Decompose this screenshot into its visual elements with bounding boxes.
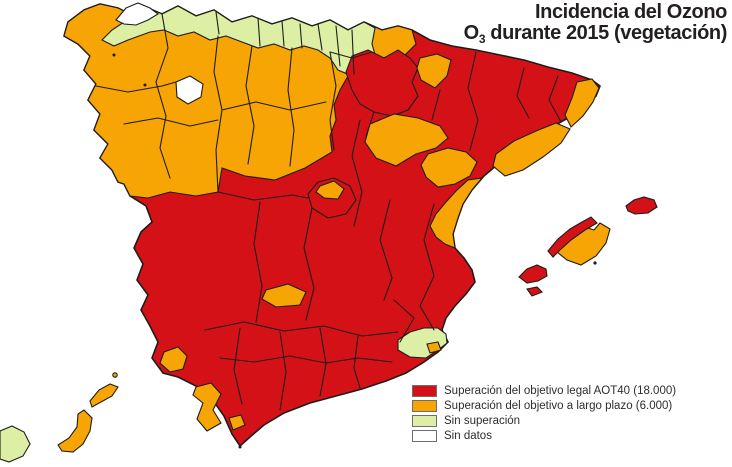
region-galicia-inner-patch [175, 75, 204, 105]
title-o3-subscript: 3 [478, 32, 486, 46]
region-lanzarote-islet [112, 372, 118, 378]
legend-label: Superación del objetivo legal AOT40 (18.… [444, 384, 677, 397]
title-o3-symbol: O [463, 22, 480, 44]
legend-swatch-red [412, 384, 437, 397]
region-girona-coast [564, 78, 600, 128]
region-fuerteventura [57, 409, 93, 453]
region-formentera [526, 286, 543, 297]
legend-item: Superación del objetivo a largo plazo (6… [412, 398, 676, 413]
legend-label: Superación del objetivo a largo plazo (6… [444, 399, 673, 412]
title-line2-rest: durante 2015 (vegetación) [485, 22, 727, 44]
legend: Superación del objetivo legal AOT40 (18.… [412, 383, 676, 443]
region-mallorca-tramuntana [547, 216, 598, 258]
region-menorca [625, 196, 658, 215]
legend-item: Sin superación [412, 413, 676, 428]
region-catalonia-central [492, 122, 571, 177]
map-dot [112, 53, 116, 57]
legend-label: Sin datos [444, 429, 492, 442]
map-dot [238, 445, 242, 449]
legend-label: Sin superación [444, 414, 521, 427]
region-castellon-valencia-coast [429, 177, 484, 249]
region-teruel-area [420, 147, 478, 188]
region-huelva-patch [159, 346, 188, 373]
region-galicia-north-tip [115, 2, 159, 26]
map-dot [143, 83, 147, 87]
map-title: Incidencia del Ozono O3 durante 2015 (ve… [463, 1, 728, 47]
legend-swatch-green [412, 414, 437, 427]
region-ciudad-real-patch [261, 283, 307, 308]
region-huesca-pocket [416, 53, 452, 89]
legend-swatch-white [412, 429, 437, 442]
region-cadiz-patch [192, 382, 222, 432]
region-canary-green-island [0, 425, 31, 463]
province-borders [95, 11, 562, 411]
region-navarra-rioja [345, 49, 419, 117]
region-southeast-orange-spot [426, 341, 442, 354]
region-ibiza [518, 264, 548, 284]
title-line1: Incidencia del Ozono [534, 1, 727, 23]
region-lanzarote [89, 383, 119, 408]
legend-item: Sin datos [412, 428, 676, 443]
title-line2: O3 durante 2015 (vegetación) [463, 22, 728, 47]
legend-item: Superación del objetivo legal AOT40 (18.… [412, 383, 676, 398]
region-zaragoza-area [364, 113, 449, 167]
legend-swatch-orange [412, 399, 437, 412]
region-malaga-spot [228, 414, 246, 431]
region-madrid-center [315, 180, 345, 200]
cabrera-islet-dot [593, 261, 597, 265]
